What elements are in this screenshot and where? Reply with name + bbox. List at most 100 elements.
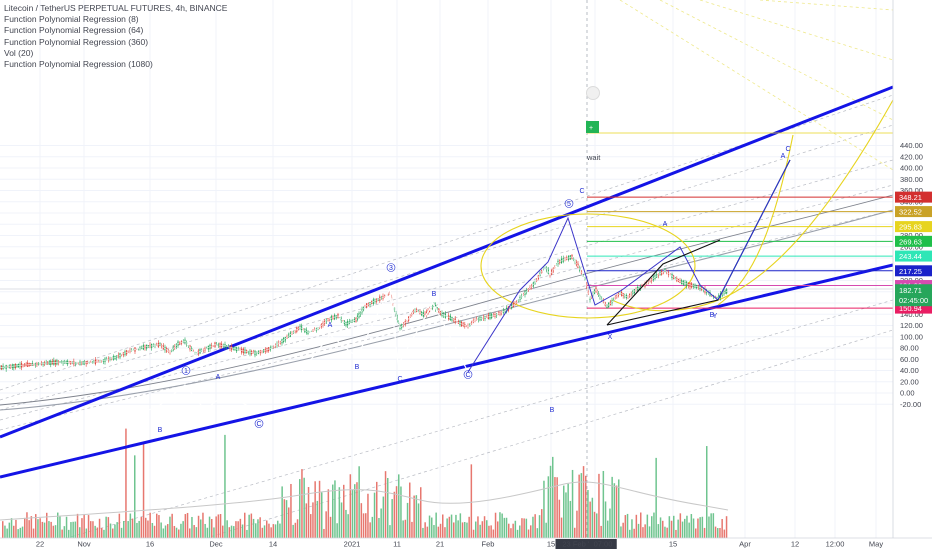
volume-bar — [545, 522, 547, 538]
fib-fan-line — [659, 0, 894, 121]
wave-circle — [386, 263, 396, 272]
volume-bar — [472, 529, 475, 538]
wave-circle — [181, 366, 191, 375]
volume-bar — [90, 521, 92, 538]
volume-bar — [413, 495, 415, 538]
volume-bar — [30, 516, 33, 538]
volume-bar — [457, 520, 459, 538]
volume-bar — [107, 517, 110, 538]
volume-bar — [697, 518, 699, 538]
volume-bar — [72, 521, 74, 538]
volume-bar — [182, 521, 184, 538]
volume-bar — [13, 525, 15, 538]
volume-bar — [303, 477, 305, 538]
volume-bar — [532, 516, 534, 538]
volume-bar — [167, 524, 169, 538]
volume-bar — [433, 525, 435, 538]
volume-bar — [376, 481, 378, 538]
volume-bar — [112, 528, 114, 538]
x-tick-label: May — [869, 540, 883, 549]
volume-bar — [657, 524, 660, 538]
volume-bar — [708, 516, 710, 538]
volume-bar — [120, 527, 123, 538]
volume-bar — [123, 521, 125, 538]
volume-bar — [620, 526, 622, 538]
volume-bar — [327, 489, 330, 538]
volume-bar — [497, 521, 499, 538]
x-tick-label: Dec — [209, 540, 223, 549]
volume-bar — [477, 516, 479, 538]
volume-bar — [283, 499, 286, 538]
x-tick-label: 15 — [669, 540, 677, 549]
volume-bar — [642, 527, 644, 538]
legend-indicator-5[interactable]: Function Polynomial Regression (1080) — [4, 59, 153, 70]
volume-bar — [701, 516, 704, 538]
wave-label: B — [355, 364, 360, 371]
volume-bar — [717, 528, 719, 538]
volume-bar — [250, 513, 253, 538]
volume-bar — [622, 522, 624, 538]
volume-bar — [8, 522, 11, 538]
volume-bar — [611, 476, 613, 538]
volume-bar — [549, 465, 552, 538]
volume-bar — [281, 486, 283, 538]
yellow-arc-large — [611, 99, 894, 312]
volume-bar — [255, 523, 257, 538]
volume-bar — [554, 477, 556, 538]
volume-bar — [723, 529, 726, 538]
marker-green-square-text: + — [589, 125, 593, 132]
volume-bar — [268, 523, 270, 538]
wave-label: 3 — [389, 265, 393, 272]
price-tag-243.44 — [895, 250, 932, 262]
volume-bar — [46, 512, 48, 538]
volume-bar — [426, 526, 429, 538]
volume-bar — [171, 513, 173, 538]
volume-bar — [305, 503, 308, 538]
volume-bar — [653, 512, 655, 538]
legend-indicator-4[interactable]: Vol (20) — [4, 47, 34, 58]
volume-bar — [466, 522, 468, 538]
price-tag-322.52 — [895, 206, 932, 218]
volume-bar — [189, 528, 191, 538]
volume-bar — [596, 513, 598, 538]
volume-bar — [692, 518, 695, 538]
volume-bar — [74, 521, 77, 538]
legend-indicator-3[interactable]: Function Polynomial Regression (360) — [4, 36, 149, 47]
volume-bar — [338, 487, 341, 538]
volume-bar — [6, 528, 8, 538]
volume-bar — [428, 515, 431, 538]
volume-bar — [600, 525, 602, 538]
yellow-ellipse — [480, 213, 696, 319]
volume-bar — [464, 521, 466, 538]
volume-bar — [646, 514, 649, 538]
volume-bar — [468, 516, 470, 538]
volume-bar — [87, 515, 90, 538]
volume-bar — [340, 502, 343, 538]
volume-bar — [470, 464, 473, 538]
legend-indicator-1[interactable]: Function Polynomial Regression (8) — [4, 14, 139, 25]
volume-bar — [213, 527, 215, 538]
volume-bar — [19, 527, 22, 538]
volume-bar — [215, 516, 217, 538]
legend-title[interactable]: Litecoin / TetherUS PERPETUAL FUTURES, 4… — [4, 3, 228, 13]
volume-bar — [398, 474, 400, 538]
volume-bar — [415, 495, 418, 538]
volume-bar — [127, 521, 129, 538]
wave-label: A — [216, 374, 221, 381]
volume-bar — [629, 529, 631, 538]
volume-bar — [301, 469, 303, 538]
volume-bar — [699, 517, 701, 538]
volume-bar — [52, 525, 55, 538]
volume-bar — [68, 529, 70, 538]
volume-bar — [184, 514, 187, 538]
volume-bar — [28, 520, 30, 538]
volume-bar — [17, 529, 19, 538]
y-tick-label: 140.00 — [900, 310, 923, 319]
volume-bar — [404, 519, 407, 538]
legend-indicator-2[interactable]: Function Polynomial Regression (64) — [4, 25, 144, 36]
volume-bar — [160, 522, 162, 538]
volume-bar — [378, 517, 380, 538]
volume-bar — [402, 520, 404, 538]
wave-label: Y — [713, 313, 718, 320]
